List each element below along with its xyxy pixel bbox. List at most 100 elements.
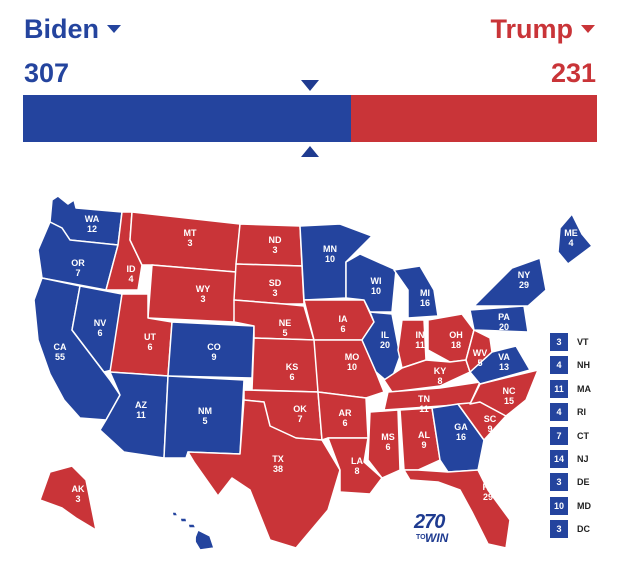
state-abbr: OH: [449, 330, 463, 340]
small-state-abbr: DE: [577, 477, 590, 488]
state-label-ia: IA 6: [339, 314, 349, 334]
state-label-or: OR 7: [71, 258, 85, 278]
state-pa[interactable]: [469, 305, 529, 333]
electoral-vote-bar: [23, 95, 597, 142]
state-votes: 10: [371, 286, 381, 296]
trump-bar-segment: [350, 95, 597, 142]
small-state-de[interactable]: 3 DE: [550, 472, 591, 492]
state-wy[interactable]: [147, 264, 237, 323]
state-tx[interactable]: [187, 399, 341, 549]
state-abbr: KS: [286, 362, 299, 372]
state-abbr: WV: [473, 348, 488, 358]
state-il[interactable]: [361, 311, 401, 385]
state-abbr: KY: [434, 366, 447, 376]
state-abbr: AK: [72, 484, 85, 494]
small-state-nj[interactable]: 14 NJ: [550, 449, 591, 469]
small-state-md[interactable]: 10 MD: [550, 496, 591, 516]
state-mt[interactable]: [129, 211, 241, 273]
state-hi[interactable]: [171, 511, 215, 551]
small-state-nh[interactable]: 4 NH: [550, 355, 591, 375]
state-votes: 6: [97, 328, 102, 338]
small-state-dc[interactable]: 3 DC: [550, 519, 591, 539]
state-label-oh: OH 18: [449, 330, 463, 350]
state-label-nm: NM 5: [198, 406, 212, 426]
trump-candidate-dropdown[interactable]: Trump: [490, 14, 595, 45]
state-label-sc: SC 9: [484, 414, 497, 434]
state-label-az: AZ 11: [135, 400, 147, 420]
state-abbr: ME: [564, 228, 578, 238]
biden-candidate-dropdown[interactable]: Biden: [24, 14, 122, 45]
state-abbr: OR: [71, 258, 85, 268]
state-nv[interactable]: [71, 285, 123, 373]
logo-to: TO: [416, 534, 426, 541]
small-state-votes: 7: [550, 426, 568, 445]
state-label-ut: UT 6: [144, 332, 156, 352]
state-mi[interactable]: [393, 265, 439, 319]
state-abbr: WI: [371, 276, 382, 286]
270towin-logo: 270 TO WIN: [414, 512, 448, 544]
state-votes: 6: [147, 342, 152, 352]
small-state-votes: 10: [550, 496, 568, 515]
state-label-ne: NE 5: [279, 318, 292, 338]
small-state-ct[interactable]: 7 CT: [550, 426, 591, 446]
state-wv[interactable]: [465, 329, 493, 373]
state-label-ky: KY 8: [434, 366, 447, 386]
state-al[interactable]: [399, 407, 441, 471]
state-ak[interactable]: [39, 465, 97, 531]
state-abbr: AR: [339, 408, 352, 418]
state-votes: 13: [499, 362, 509, 372]
small-state-ri[interactable]: 4 RI: [550, 402, 591, 422]
trump-name: Trump: [490, 14, 573, 44]
state-label-ca: CA 55: [54, 342, 67, 362]
state-ny[interactable]: [473, 257, 547, 307]
state-votes: 29: [519, 280, 529, 290]
state-abbr: TN: [418, 394, 430, 404]
state-label-nc: NC 15: [503, 386, 516, 406]
state-label-va: VA 13: [498, 352, 510, 372]
state-label-ar: AR 6: [339, 408, 352, 428]
state-me[interactable]: [557, 213, 593, 265]
state-abbr: HI: [188, 534, 197, 544]
state-label-tx: TX 38: [272, 454, 284, 474]
small-state-abbr: DC: [577, 524, 590, 535]
state-votes: 9: [211, 352, 216, 362]
state-abbr: AL: [418, 430, 430, 440]
state-votes: 20: [499, 322, 509, 332]
state-abbr: CA: [54, 342, 67, 352]
state-label-mo: MO 10: [345, 352, 360, 372]
state-label-nv: NV 6: [94, 318, 107, 338]
state-fl[interactable]: [403, 469, 511, 549]
state-abbr: NV: [94, 318, 107, 328]
state-votes: 3: [272, 288, 277, 298]
state-abbr: NE: [279, 318, 292, 328]
state-la[interactable]: [327, 437, 383, 495]
state-label-ny: NY 29: [518, 270, 531, 290]
state-votes: 18: [451, 340, 461, 350]
state-sd[interactable]: [233, 263, 305, 305]
majority-marker-top-icon: [301, 80, 319, 91]
small-state-vt[interactable]: 3 VT: [550, 332, 591, 352]
state-abbr: NY: [518, 270, 531, 280]
biden-bar-segment: [23, 95, 351, 142]
state-label-sd: SD 3: [269, 278, 282, 298]
state-label-ak: AK 3: [72, 484, 85, 504]
small-state-ma[interactable]: 11 MA: [550, 379, 591, 399]
state-abbr: SC: [484, 414, 497, 424]
state-abbr: LA: [351, 456, 363, 466]
state-abbr: MN: [323, 244, 337, 254]
state-nd[interactable]: [235, 223, 303, 267]
small-state-votes: 3: [550, 333, 568, 351]
state-votes: 8: [354, 466, 359, 476]
small-state-abbr: MA: [577, 383, 591, 394]
state-abbr: MO: [345, 352, 360, 362]
state-label-il: IL 20: [380, 330, 390, 350]
state-wi[interactable]: [345, 253, 397, 313]
state-votes: 6: [385, 442, 390, 452]
majority-marker-bottom-icon: [301, 146, 319, 157]
small-state-votes: 4: [550, 403, 568, 422]
small-states-legend: 3 VT 4 NH 11 MA 4 RI 7 CT 14 NJ 3 DE 10 MD 3 DC: [550, 332, 591, 543]
state-ms[interactable]: [367, 409, 401, 479]
chevron-down-icon: [107, 25, 122, 33]
state-abbr: MI: [420, 288, 430, 298]
